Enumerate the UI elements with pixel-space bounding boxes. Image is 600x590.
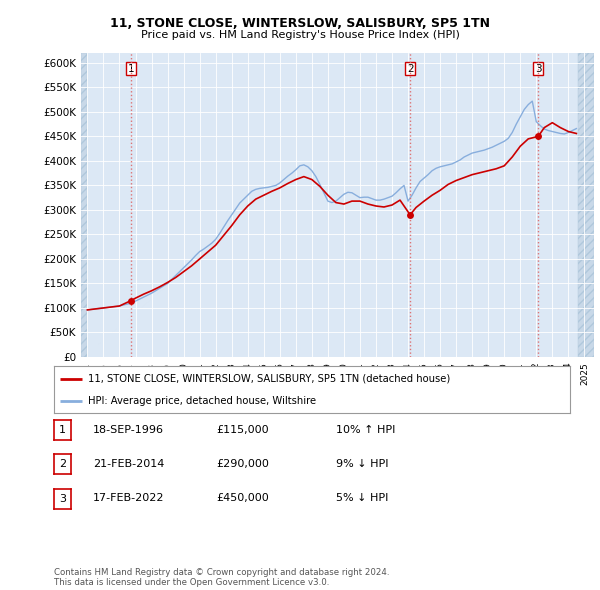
Text: HPI: Average price, detached house, Wiltshire: HPI: Average price, detached house, Wilt… [88,396,316,406]
Text: Price paid vs. HM Land Registry's House Price Index (HPI): Price paid vs. HM Land Registry's House … [140,30,460,40]
Text: 3: 3 [535,64,542,74]
Text: 21-FEB-2014: 21-FEB-2014 [93,459,164,468]
Text: 2: 2 [59,460,66,469]
Text: Contains HM Land Registry data © Crown copyright and database right 2024.
This d: Contains HM Land Registry data © Crown c… [54,568,389,587]
Text: 10% ↑ HPI: 10% ↑ HPI [336,425,395,434]
Text: £450,000: £450,000 [216,493,269,503]
Text: 11, STONE CLOSE, WINTERSLOW, SALISBURY, SP5 1TN: 11, STONE CLOSE, WINTERSLOW, SALISBURY, … [110,17,490,30]
Text: 11, STONE CLOSE, WINTERSLOW, SALISBURY, SP5 1TN (detached house): 11, STONE CLOSE, WINTERSLOW, SALISBURY, … [88,373,450,384]
Text: 3: 3 [59,494,66,503]
Text: £290,000: £290,000 [216,459,269,468]
Text: 1: 1 [59,425,66,435]
Text: 9% ↓ HPI: 9% ↓ HPI [336,459,389,468]
Text: 5% ↓ HPI: 5% ↓ HPI [336,493,388,503]
Text: £115,000: £115,000 [216,425,269,434]
Text: 17-FEB-2022: 17-FEB-2022 [93,493,164,503]
Text: 1: 1 [128,64,134,74]
Text: 18-SEP-1996: 18-SEP-1996 [93,425,164,434]
Text: 2: 2 [407,64,413,74]
